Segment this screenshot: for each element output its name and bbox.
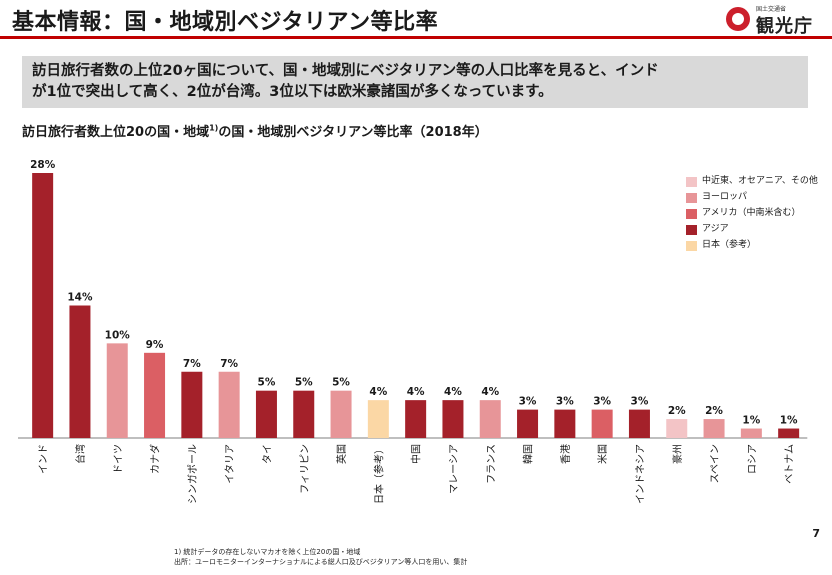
data-label-9: 4% bbox=[369, 386, 387, 398]
data-label-17: 2% bbox=[668, 405, 686, 417]
legend-item-asia: アジア bbox=[686, 224, 832, 235]
logo-mark-icon bbox=[726, 7, 750, 31]
x-tick-label-7: フィリピン bbox=[299, 444, 311, 494]
data-label-7: 5% bbox=[295, 377, 313, 389]
bar-18 bbox=[703, 419, 725, 438]
bar-14 bbox=[554, 409, 576, 438]
x-tick-label-14: 香港 bbox=[560, 444, 572, 464]
legend-item-japan: 日本（参考） bbox=[686, 240, 832, 251]
bar-8 bbox=[330, 390, 352, 438]
bar-15 bbox=[591, 409, 613, 438]
data-label-20: 1% bbox=[780, 415, 798, 427]
legend-item-europe: ヨーロッパ bbox=[686, 192, 832, 203]
bar-chart: 28% インド 14% 台湾 10% ドイツ 9% カナダ 7% シンガポール 7% イタリア 5% タイ… bbox=[18, 159, 808, 504]
legend-swatch bbox=[686, 225, 697, 235]
x-tick-label-10: 中国 bbox=[410, 444, 423, 464]
logo-small-text: 国土交通省 bbox=[756, 6, 787, 13]
x-tick-label-1: 台湾 bbox=[74, 444, 87, 464]
bar-7 bbox=[293, 390, 315, 438]
x-tick-label-15: 米国 bbox=[596, 444, 609, 464]
footnote-source: 出所：ユーロモニターインターナショナルによる総人口及びベジタリアン等人口を用い、… bbox=[174, 558, 468, 566]
x-tick-label-17: 豪州 bbox=[671, 444, 684, 464]
bar-12 bbox=[479, 400, 501, 438]
legend-swatch bbox=[686, 241, 697, 251]
x-tick-label-5: イタリア bbox=[224, 444, 236, 484]
x-tick-label-0: インド bbox=[39, 444, 50, 474]
bar-10 bbox=[405, 400, 427, 438]
data-label-6: 5% bbox=[258, 377, 276, 389]
x-tick-label-13: 韓国 bbox=[523, 444, 535, 464]
data-label-10: 4% bbox=[407, 386, 425, 398]
legend-swatch bbox=[686, 177, 697, 187]
x-tick-label-6: タイ bbox=[261, 444, 273, 464]
agency-logo: 国土交通省 観光庁 bbox=[726, 4, 822, 37]
data-label-3: 9% bbox=[146, 339, 164, 351]
data-label-1: 14% bbox=[67, 292, 93, 304]
bar-4 bbox=[181, 371, 203, 438]
legend-label: 日本（参考） bbox=[702, 240, 757, 250]
data-label-19: 1% bbox=[742, 415, 760, 427]
bar-5 bbox=[218, 371, 240, 438]
legend-swatch bbox=[686, 209, 697, 219]
chart-title-rest: の国・地域別ベジタリアン等比率（2018年） bbox=[218, 125, 488, 140]
data-label-12: 4% bbox=[481, 386, 499, 398]
chart-title-sup: 1) bbox=[209, 123, 219, 133]
page-title: 基本情報：国・地域別ベジタリアン等比率 bbox=[12, 10, 439, 35]
data-label-14: 3% bbox=[556, 396, 574, 408]
data-label-5: 7% bbox=[220, 358, 238, 370]
legend-label: 中近東、オセアニア、その他 bbox=[702, 176, 818, 186]
x-tick-label-18: スペイン bbox=[710, 444, 721, 483]
data-label-16: 3% bbox=[631, 396, 649, 408]
chart-title-main: 訪日旅行者数上位20の国・地域 bbox=[22, 125, 210, 140]
legend-label: アメリカ（中南米含む） bbox=[702, 208, 801, 218]
bar-16 bbox=[628, 409, 650, 438]
data-label-2: 10% bbox=[105, 329, 131, 341]
title-rule bbox=[0, 36, 832, 39]
legend-item-americas: アメリカ（中南米含む） bbox=[686, 208, 832, 219]
x-tick-label-16: インドネシア bbox=[634, 444, 646, 504]
x-tick-label-2: ドイツ bbox=[113, 444, 124, 474]
footnote-1: 1) 統計データの存在しないマカオを除く上位20の国・地域 bbox=[174, 548, 361, 556]
bar-13 bbox=[517, 409, 539, 438]
summary-line-2: が1位で突出して高く、2位が台湾。3位以下は欧米豪諸国が多くなっています。 bbox=[32, 84, 553, 100]
x-tick-label-9: 日本（参考） bbox=[372, 444, 385, 504]
logo-main-text: 観光庁 bbox=[756, 16, 813, 37]
data-label-15: 3% bbox=[593, 396, 611, 408]
data-label-18: 2% bbox=[705, 405, 723, 417]
bar-6 bbox=[255, 390, 277, 438]
bar-0 bbox=[32, 173, 54, 438]
data-label-8: 5% bbox=[332, 377, 350, 389]
bar-17 bbox=[666, 419, 688, 438]
summary-line-1: 訪日旅行者数の上位20ヶ国について、国・地域別にベジタリアン等の人口比率を見ると… bbox=[32, 63, 659, 79]
legend-item-middle_east_oceania: 中近東、オセアニア、その他 bbox=[686, 176, 832, 187]
data-label-0: 28% bbox=[30, 159, 56, 171]
data-label-11: 4% bbox=[444, 386, 462, 398]
x-tick-label-19: ロシア bbox=[747, 444, 758, 474]
x-tick-label-20: ベトナム bbox=[784, 444, 796, 484]
legend-label: ヨーロッパ bbox=[702, 192, 748, 202]
bar-11 bbox=[442, 400, 464, 438]
bar-3 bbox=[144, 352, 166, 438]
chart-legend: 中近東、オセアニア、その他 ヨーロッパアメリカ（中南米含む） アジア日本（参考） bbox=[686, 176, 832, 256]
x-tick-label-4: シンガポール bbox=[187, 444, 199, 504]
bar-2 bbox=[106, 343, 128, 438]
bar-1 bbox=[69, 305, 91, 438]
summary-box: 訪日旅行者数の上位20ヶ国について、国・地域別にベジタリアン等の人口比率を見ると… bbox=[22, 56, 808, 108]
x-tick-label-3: カナダ bbox=[149, 444, 162, 474]
bar-9 bbox=[367, 400, 389, 438]
data-label-13: 3% bbox=[519, 396, 537, 408]
data-label-4: 7% bbox=[183, 358, 201, 370]
x-tick-label-12: フランス bbox=[485, 444, 497, 484]
chart-title: 訪日旅行者数上位20の国・地域1)の国・地域別ベジタリアン等比率（2018年） bbox=[22, 121, 488, 140]
bar-19 bbox=[740, 428, 762, 438]
legend-swatch bbox=[686, 193, 697, 203]
x-tick-label-8: 英国 bbox=[335, 444, 348, 464]
x-tick-label-11: マレーシア bbox=[449, 444, 460, 494]
legend-label: アジア bbox=[702, 224, 729, 234]
bar-20 bbox=[778, 428, 800, 438]
page-number: 7 bbox=[812, 527, 820, 540]
